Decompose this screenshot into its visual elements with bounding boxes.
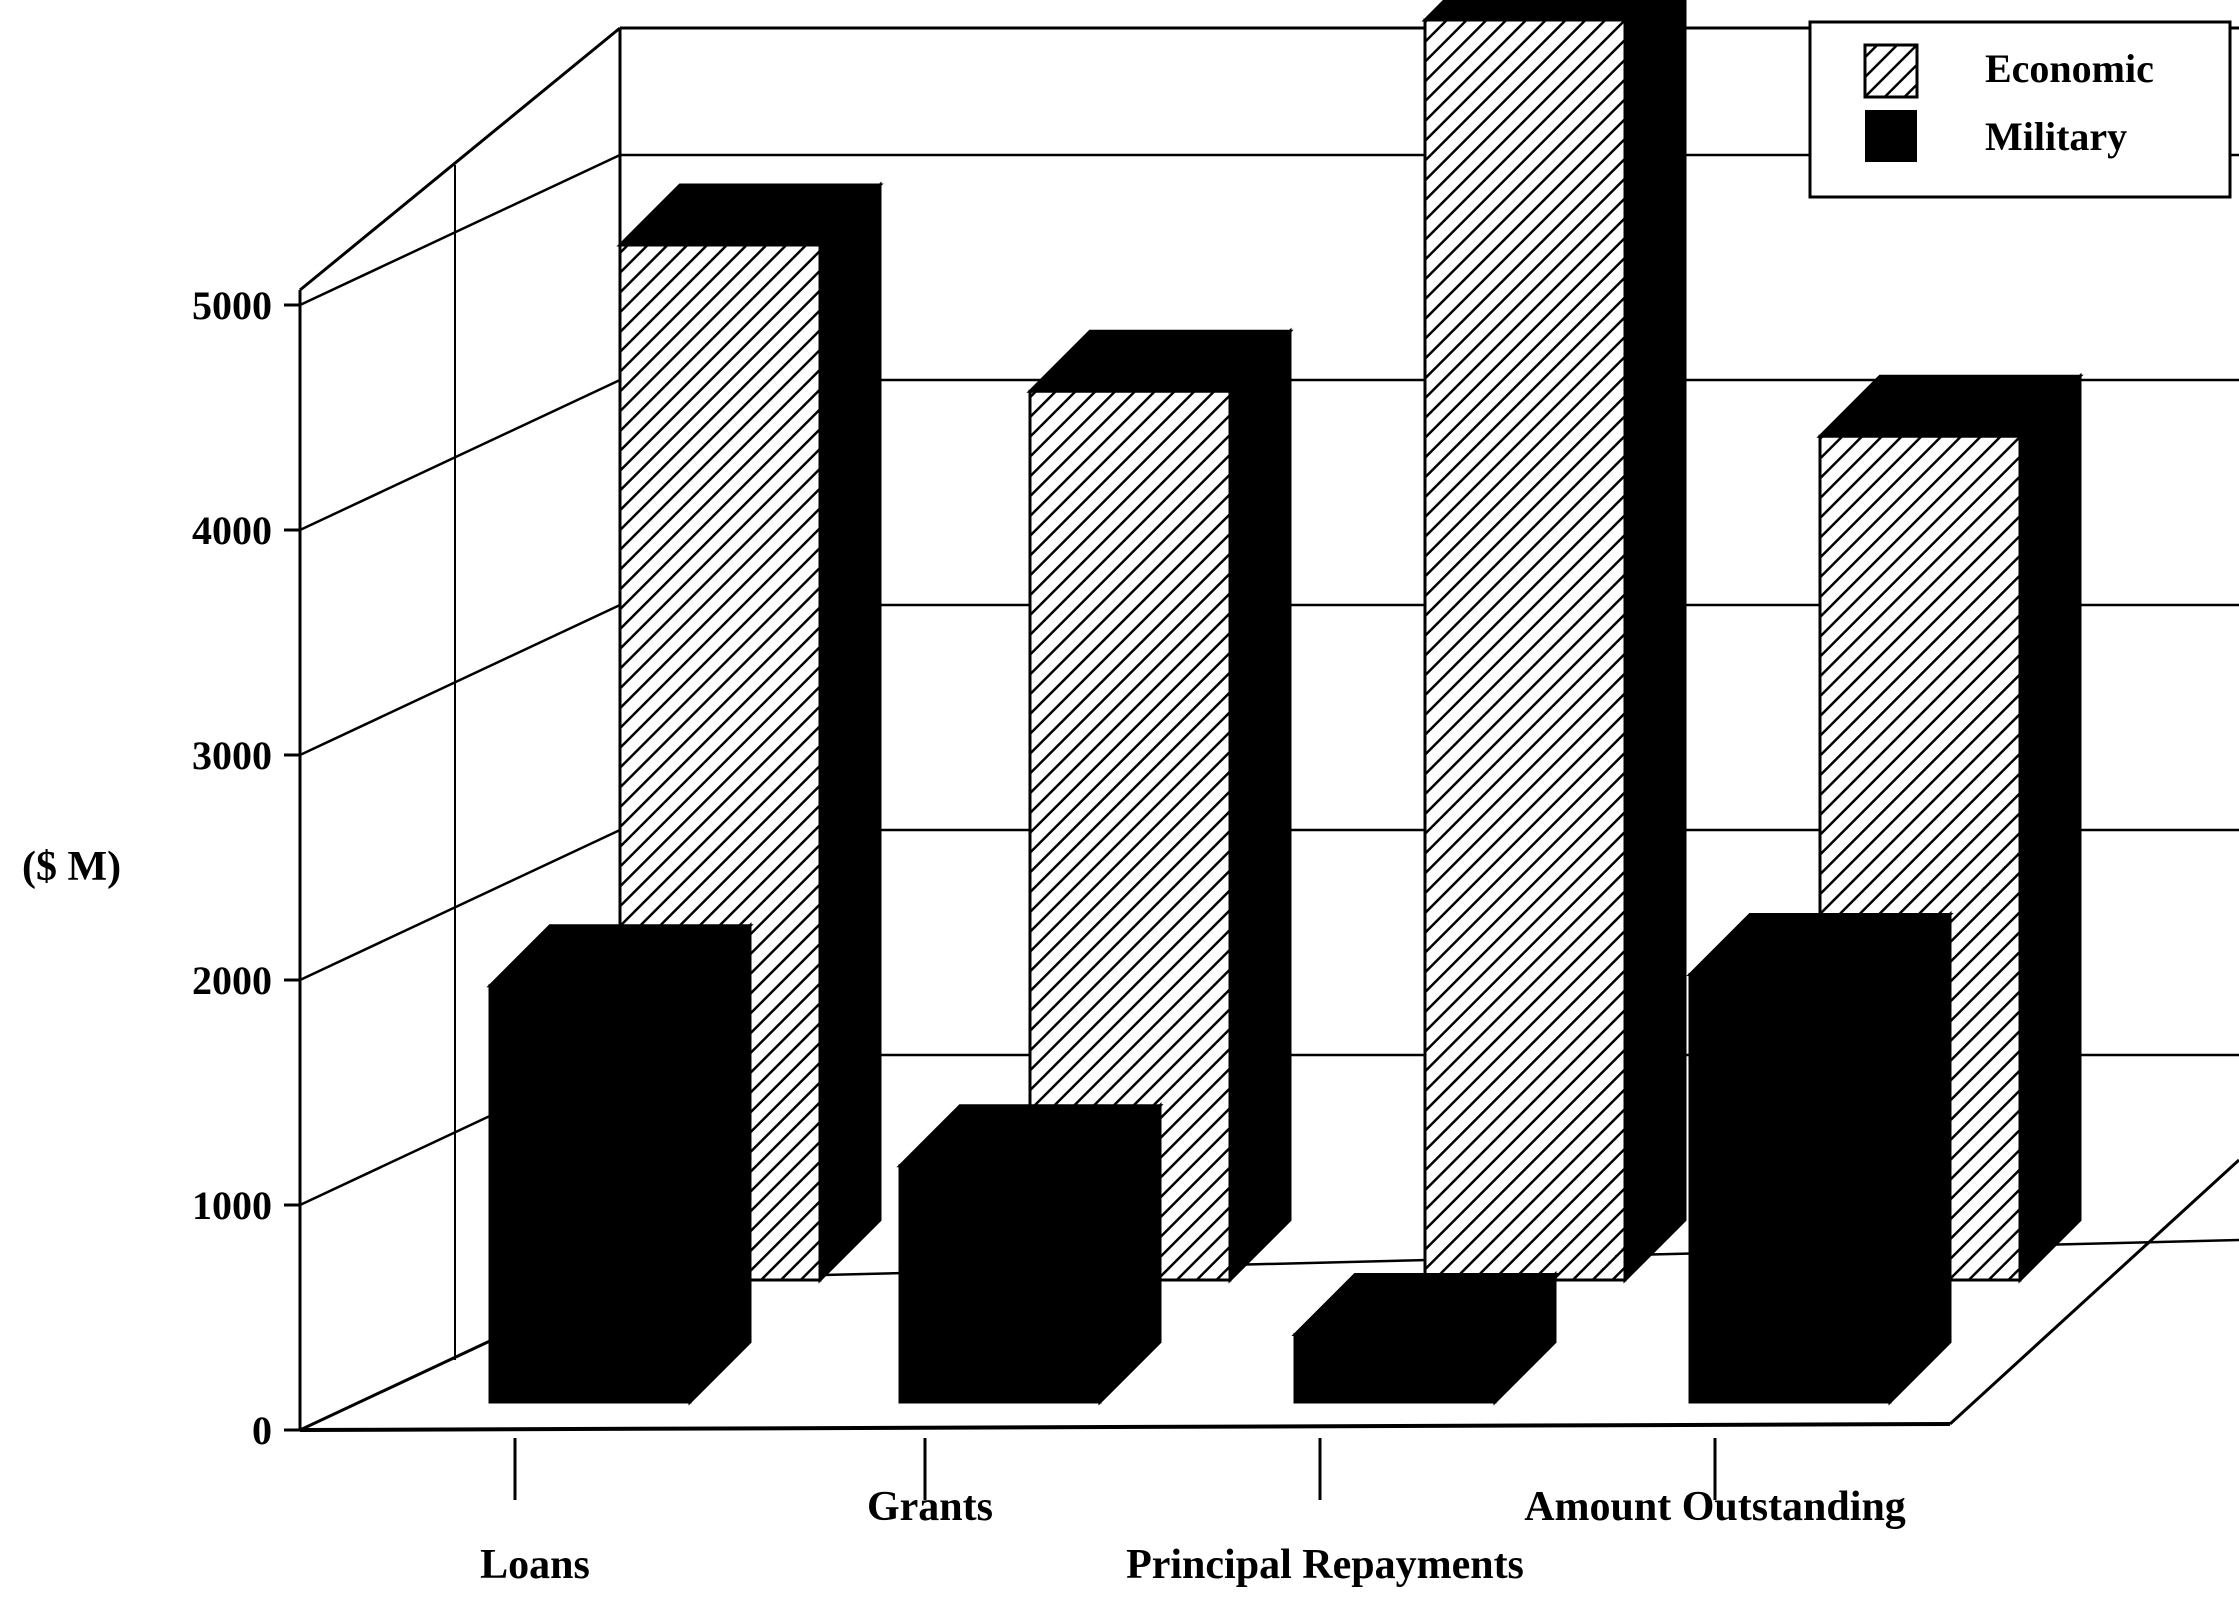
y-tick-label: 2000 [192, 958, 272, 1003]
legend: Economic Military [1808, 20, 2232, 199]
y-axis: 0 1000 2000 3000 4000 5000 [192, 283, 300, 1453]
military-bar-face [898, 1164, 1102, 1404]
legend-label-military: Military [1985, 114, 2127, 159]
military-bar-side [1888, 910, 1952, 1406]
economic-bar-side [1228, 327, 1292, 1284]
y-axis-title: ($ M) [22, 844, 121, 890]
gridline-side [299, 828, 621, 982]
military-bar-face [488, 984, 692, 1404]
y-tick-label: 0 [252, 1408, 272, 1453]
military-bar-face [1688, 973, 1892, 1404]
y-tick-label: 3000 [192, 733, 272, 778]
economic-bar-face [1423, 18, 1627, 1282]
side-wall-top-edge [299, 26, 621, 292]
economic-bar-side [2018, 372, 2082, 1284]
x-tick-label: Grants [867, 1484, 993, 1530]
y-tick-label: 1000 [192, 1183, 272, 1228]
y-tick-label: 5000 [192, 283, 272, 328]
x-tick-label: Principal Repayments [1126, 1542, 1524, 1588]
military-bar-side [688, 922, 752, 1406]
x-tick-label: Amount Outstanding [1524, 1484, 1906, 1530]
floor-front-edge [299, 1422, 1951, 1432]
gridline-side [299, 153, 621, 307]
military-bar-face [1293, 1333, 1497, 1404]
economic-bar-side [818, 181, 882, 1284]
military-bars [486, 910, 1954, 1406]
y-tick-label: 4000 [192, 508, 272, 553]
economic-bar-side [1623, 0, 1687, 1284]
legend-label-economic: Economic [1985, 46, 2154, 91]
x-tick-label: Loans [480, 1542, 590, 1588]
gridline-side [299, 603, 621, 757]
legend-swatch-economic [1863, 43, 1919, 99]
legend-swatch-military [1865, 110, 1917, 162]
gridline-side [299, 378, 621, 532]
floor-right-edge [1948, 1158, 2239, 1426]
